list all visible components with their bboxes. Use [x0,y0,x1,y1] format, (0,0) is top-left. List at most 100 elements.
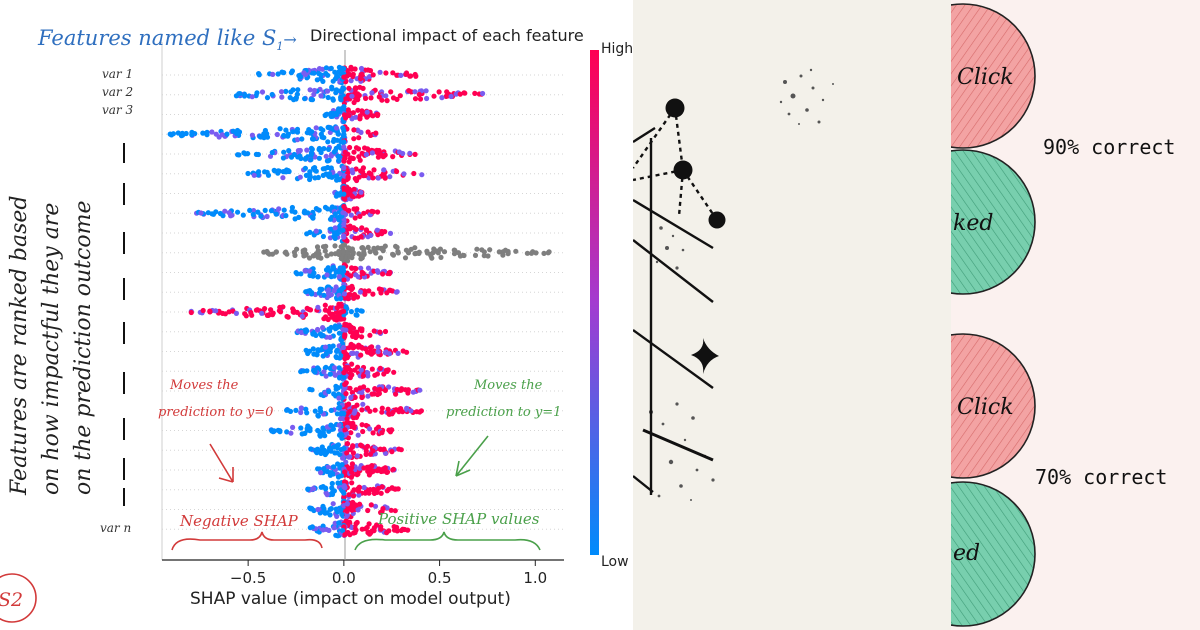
shap-point [315,304,321,310]
shap-point [327,125,334,131]
shap-point [339,286,345,292]
dashed-network [633,107,718,221]
shap-point [395,249,401,255]
shap-point [274,131,280,138]
shap-point [179,130,185,136]
shap-point [395,350,401,356]
shap-point [362,526,369,532]
shap-point [461,252,467,259]
shap-point [311,252,317,259]
shap-point [367,465,373,471]
shap-point [359,225,365,231]
shap-point [355,146,362,152]
shap-point [264,95,271,101]
shap-point [326,157,332,163]
shap-point [396,149,402,155]
x-tick-label: 0.5 [428,569,452,587]
shap-point [322,248,328,254]
shap-point [336,520,342,526]
shap-point [358,265,364,271]
shap-point [363,95,369,101]
shap-point [294,126,301,132]
shap-point [340,249,346,255]
shap-point [340,489,346,495]
shap-point [318,93,324,99]
shap-point [371,391,377,397]
shap-point [371,349,377,355]
shap-point [384,505,390,511]
shap-point [403,71,409,77]
feature-row-10 [261,242,552,264]
shap-point [334,411,340,417]
shap-point [302,165,308,171]
shap-point [375,485,382,491]
shap-point [375,424,382,430]
shap-point [326,388,332,395]
shap-point [341,203,347,210]
shap-point [286,148,292,154]
shap-point [362,172,368,179]
shap-point [352,502,358,508]
shap-point [310,331,316,337]
shap-point [334,191,340,197]
shap-point [366,521,372,527]
shap-point [308,157,314,163]
shap-point [334,445,340,451]
shap-point [359,345,365,351]
shap-point [242,311,248,317]
shap-point [320,325,326,331]
feature-row-16 [298,361,397,382]
shap-point [346,85,352,91]
shap-point [345,175,351,181]
shap-point [309,291,315,297]
shap-point [487,247,493,253]
shap-point [323,490,329,496]
shap-point [353,387,359,393]
shap-point [307,272,313,279]
shap-point [315,427,321,434]
shap-point [292,216,298,222]
shap-point [367,345,373,351]
shap-point [342,469,348,475]
shap-point [327,470,333,476]
feature-row-11 [293,262,393,284]
shap-point [336,158,342,164]
shap-point [462,90,468,96]
shap-point [361,484,367,491]
shap-point [331,365,338,371]
shap-point [377,69,383,75]
shap-point [379,405,385,411]
shap-point [353,312,359,318]
slide-badge-circle [0,573,37,623]
shap-point [347,187,353,193]
shap-point [358,234,364,240]
shap-point [351,136,357,142]
shap-point [336,177,342,183]
shap-point [333,269,339,275]
shap-point [307,386,313,392]
shap-point [342,381,348,387]
shap-point [381,171,387,177]
shap-point [237,91,243,97]
shap-point [189,132,195,138]
accuracy-label: 90% correct [1043,135,1175,159]
shap-point [298,425,304,431]
shap-point [342,334,348,340]
shap-point [303,327,309,333]
shap-point [302,156,308,162]
shap-point [320,527,326,533]
shap-point [210,211,217,217]
shap-point [262,169,268,175]
x-tick-label: −0.5 [230,569,266,587]
shap-point [359,71,365,77]
shap-point [390,252,397,258]
shap-point [356,174,362,180]
shap-point [399,386,405,392]
shap-point [365,393,371,399]
shap-point [318,131,324,137]
shap-point [280,304,286,310]
shap-point [394,72,400,78]
shap-point [327,311,333,317]
feature-row-21 [315,459,397,480]
shap-point [348,273,354,279]
